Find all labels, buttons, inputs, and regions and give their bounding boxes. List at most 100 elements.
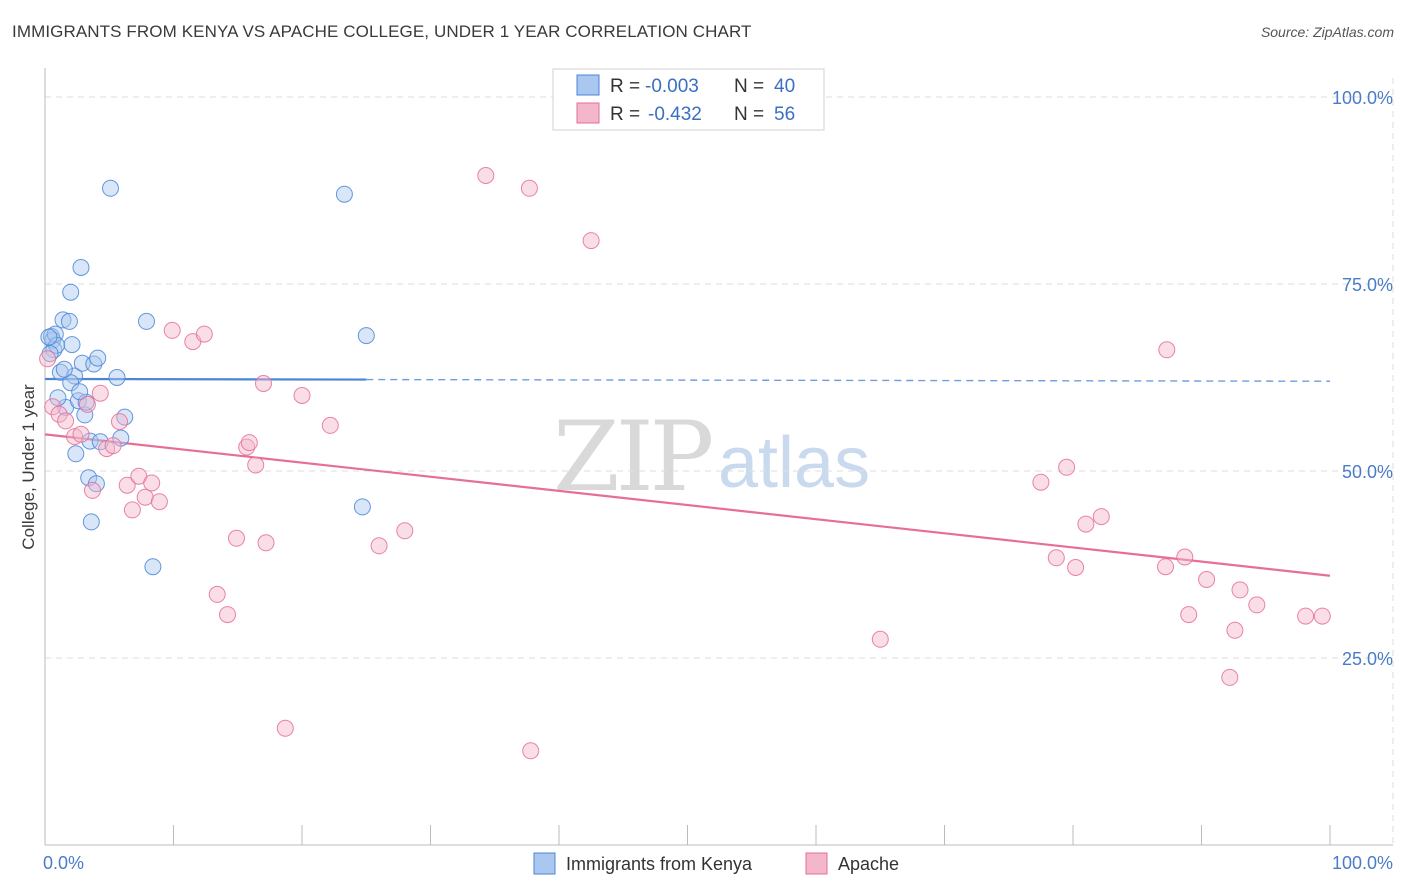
- point-apache: [396, 522, 414, 540]
- point-apache: [143, 474, 161, 492]
- point-apache: [111, 413, 128, 431]
- trend-line-kenya: [44, 377, 367, 381]
- y-tick-label: 25.0%: [1342, 649, 1393, 669]
- x-tick-label: 100.0%: [1332, 853, 1393, 873]
- legend-n-label: N =: [734, 104, 764, 125]
- point-apache: [1047, 549, 1065, 567]
- point-kenya: [335, 185, 353, 203]
- x-tick-labels: 0.0% 100.0%: [43, 853, 1393, 873]
- point-apache: [1058, 458, 1076, 476]
- point-apache: [1313, 607, 1331, 625]
- point-kenya: [71, 383, 89, 401]
- legend-n-value: 40: [774, 76, 795, 97]
- point-apache: [150, 493, 168, 511]
- point-apache: [228, 529, 245, 547]
- point-apache: [1297, 607, 1315, 625]
- legend-n-label: N =: [734, 76, 764, 97]
- point-apache: [247, 456, 265, 474]
- point-apache: [1176, 548, 1194, 566]
- point-kenya: [89, 349, 107, 367]
- point-kenya: [76, 406, 94, 424]
- point-apache: [520, 179, 538, 197]
- point-apache: [1248, 596, 1266, 614]
- point-apache: [1158, 341, 1176, 359]
- point-apache: [240, 434, 258, 452]
- legend-r-value: -0.003: [645, 76, 699, 97]
- point-apache: [1221, 668, 1239, 686]
- data-points: [39, 167, 1331, 760]
- point-apache: [238, 438, 256, 456]
- axes: [44, 68, 1393, 846]
- legend-r-label: R =: [610, 76, 640, 97]
- point-apache: [1067, 559, 1085, 576]
- point-kenya: [108, 369, 126, 386]
- series-legend: Immigrants from Kenya Apache: [533, 852, 899, 875]
- point-apache: [1231, 581, 1249, 599]
- point-kenya: [40, 328, 58, 346]
- point-apache: [276, 719, 294, 737]
- legend-n-value: 56: [774, 104, 795, 125]
- point-kenya: [67, 445, 85, 463]
- legend-label-apache: Apache: [838, 854, 899, 874]
- point-apache: [1180, 606, 1198, 624]
- y-axis-label: College, Under 1 year: [19, 384, 38, 550]
- point-apache: [1157, 558, 1174, 576]
- trend-line-kenya-extension: [366, 378, 1331, 382]
- point-apache: [72, 425, 90, 443]
- point-apache: [582, 232, 600, 250]
- point-kenya: [54, 311, 72, 329]
- point-kenya: [138, 312, 155, 330]
- point-kenya: [55, 360, 73, 378]
- legend-r-label: R =: [610, 104, 640, 125]
- source-credit: Source: ZipAtlas.com: [1260, 24, 1394, 40]
- point-kenya: [102, 179, 119, 197]
- point-apache: [1092, 508, 1110, 526]
- point-apache: [255, 375, 272, 392]
- y-tick-labels: 25.0% 50.0% 75.0% 100.0%: [1332, 88, 1393, 669]
- point-apache: [163, 321, 181, 339]
- point-kenya: [49, 389, 67, 407]
- point-apache: [104, 437, 122, 455]
- watermark-atlas: atlas: [718, 423, 870, 503]
- point-apache: [57, 412, 75, 430]
- point-apache: [39, 350, 57, 368]
- point-apache: [257, 534, 275, 552]
- point-apache: [208, 585, 226, 603]
- point-apache: [136, 488, 154, 506]
- point-apache: [195, 325, 213, 343]
- point-apache: [78, 395, 96, 413]
- point-apache: [522, 742, 540, 760]
- point-kenya: [91, 433, 109, 451]
- point-apache: [50, 405, 68, 423]
- legend-label-kenya: Immigrants from Kenya: [566, 854, 753, 874]
- point-kenya: [60, 312, 78, 330]
- stats-legend: R = -0.003 N = 40 R = -0.432 N = 56: [552, 68, 825, 131]
- point-apache: [871, 630, 889, 648]
- point-apache: [1226, 621, 1244, 639]
- gridlines: [45, 78, 1394, 845]
- legend-swatch-apache: [576, 102, 600, 124]
- point-apache: [84, 481, 101, 499]
- point-apache: [1198, 571, 1216, 588]
- point-apache: [1077, 515, 1095, 533]
- point-kenya: [72, 259, 90, 276]
- point-kenya: [353, 498, 371, 516]
- point-kenya: [144, 558, 162, 576]
- point-kenya: [82, 513, 100, 531]
- legend-swatch-kenya: [576, 74, 600, 96]
- point-apache: [123, 501, 141, 519]
- legend-r-value: -0.432: [648, 104, 702, 125]
- point-kenya: [116, 408, 134, 426]
- point-apache: [370, 537, 388, 555]
- y-tick-label: 75.0%: [1342, 275, 1393, 295]
- point-apache: [91, 384, 109, 402]
- x-tick-label: 0.0%: [43, 853, 84, 873]
- watermark-zip: ZIP: [553, 401, 712, 513]
- point-apache: [118, 476, 136, 494]
- legend-swatch-kenya-bottom: [533, 852, 556, 875]
- legend-swatch-apache-bottom: [805, 852, 828, 875]
- y-tick-label: 50.0%: [1342, 462, 1393, 482]
- y-tick-label: 100.0%: [1332, 88, 1393, 108]
- point-apache: [321, 416, 339, 434]
